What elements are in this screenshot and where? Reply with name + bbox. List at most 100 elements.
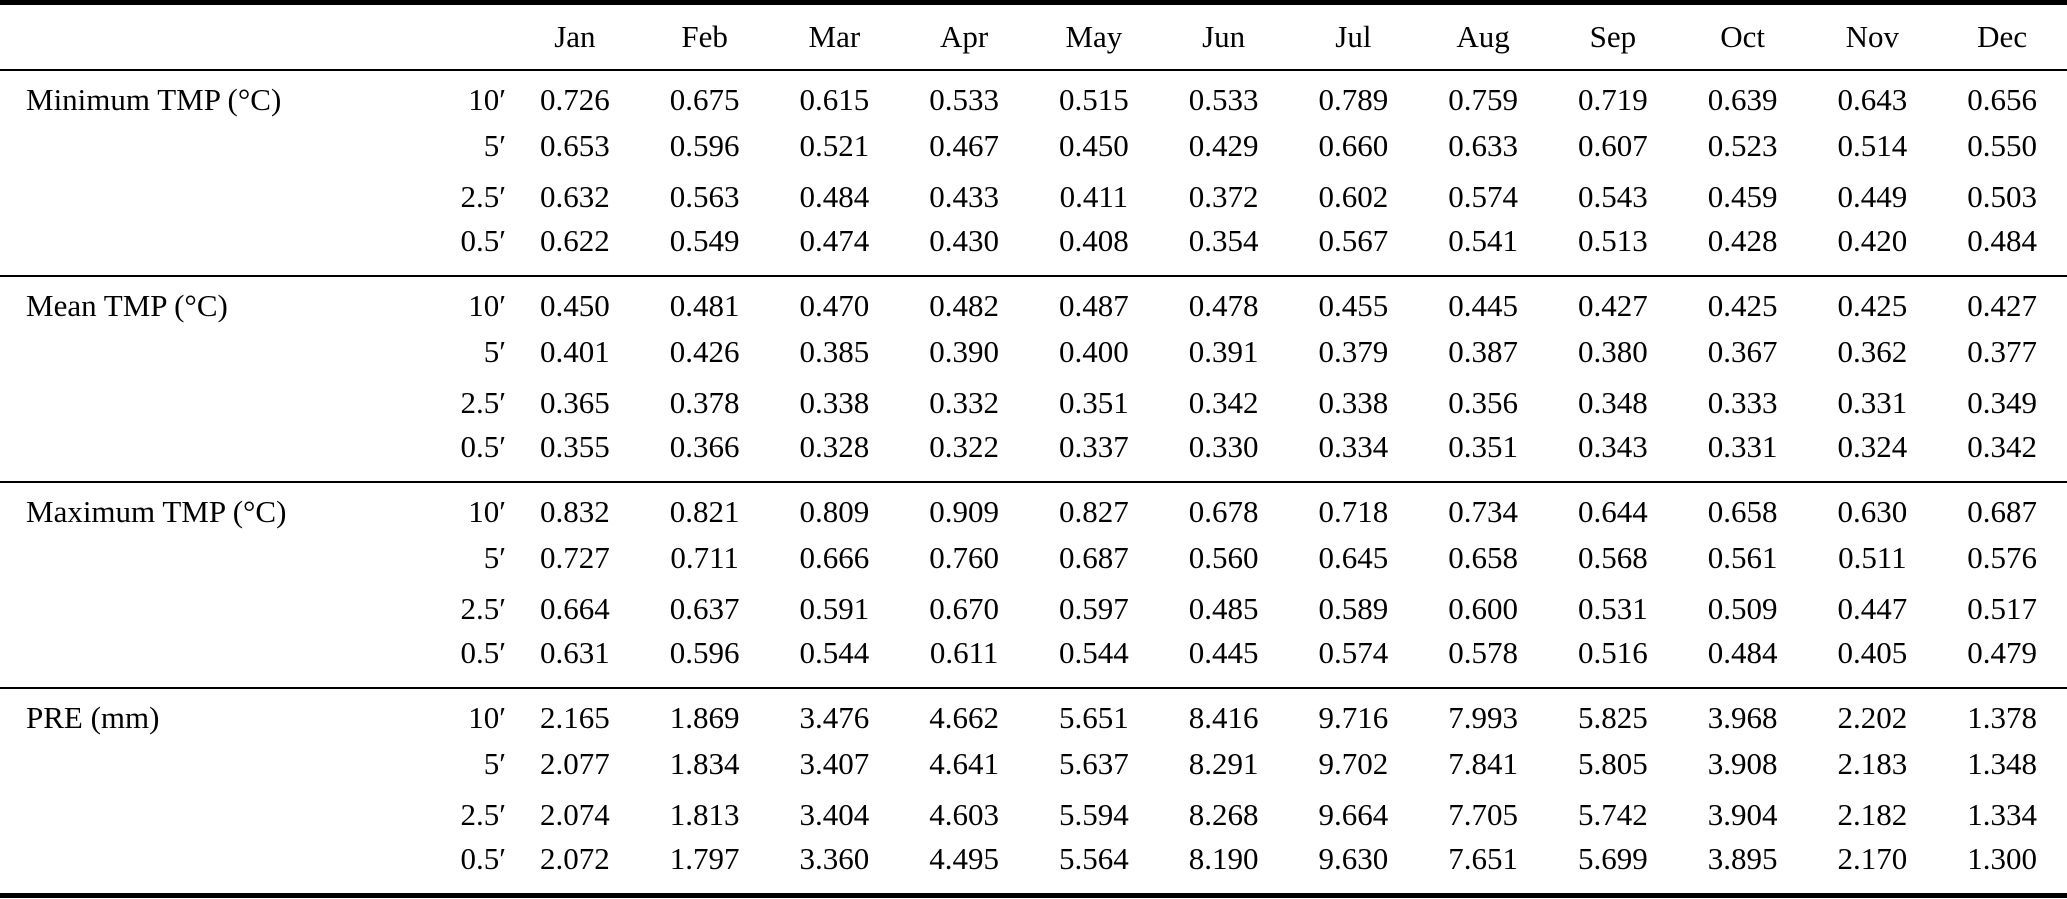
value-cell: 0.678	[1188, 493, 1259, 529]
value-cell: 0.687	[1967, 493, 2037, 529]
value-cell: 5.637	[1059, 746, 1129, 781]
value-cell: 0.589	[1318, 591, 1389, 626]
value-cell: 0.337	[1059, 428, 1129, 464]
value-cell: 0.429	[1188, 128, 1259, 163]
month-header-mar: Mar	[769, 2, 900, 71]
value-cell: 8.268	[1188, 797, 1259, 832]
value-cell: 0.447	[1837, 591, 1908, 626]
value-cell: 2.170	[1837, 840, 1908, 876]
value-cell: 0.602	[1318, 179, 1389, 214]
value-cell: 0.484	[799, 179, 870, 214]
month-header-oct: Oct	[1677, 2, 1808, 71]
value-cell: 0.467	[929, 128, 999, 163]
table-row: 0.5′ 2.072 1.797 3.360 4.495 5.564 8.190 9.630 7…	[0, 841, 2067, 896]
value-cell: 4.495	[929, 840, 999, 876]
value-cell: 8.416	[1188, 699, 1259, 735]
value-cell: 0.600	[1448, 591, 1518, 626]
resolution-label: 5′	[483, 746, 506, 781]
value-cell: 0.482	[929, 287, 999, 323]
value-cell: 0.832	[540, 493, 610, 529]
value-cell: 0.727	[540, 540, 610, 575]
value-cell: 0.719	[1578, 81, 1648, 117]
value-cell: 0.561	[1707, 540, 1778, 575]
value-cell: 0.630	[1837, 493, 1908, 529]
value-cell: 0.365	[540, 385, 610, 420]
value-cell: 0.411	[1059, 179, 1129, 214]
value-cell: 0.351	[1059, 385, 1129, 420]
value-cell: 0.487	[1059, 287, 1129, 323]
parameter-label: Maximum TMP (°C)	[26, 493, 287, 529]
month-header-row: Jan Feb Mar Apr May Jun Jul Aug Sep Oct Nov Dec	[0, 2, 2067, 71]
value-cell: 0.597	[1059, 591, 1129, 626]
month-header-feb: Feb	[639, 2, 770, 71]
table-row: 2.5′ 0.365 0.378 0.338 0.332 0.351 0.342 0.338 0…	[0, 378, 2067, 429]
value-cell: 0.516	[1578, 634, 1648, 670]
value-cell: 0.474	[799, 222, 870, 258]
value-cell: 0.574	[1448, 179, 1518, 214]
parameter-label	[0, 584, 390, 635]
table-row: 5′ 2.077 1.834 3.407 4.641 5.637 8.291 9.702 7.8…	[0, 739, 2067, 790]
resolution-label: 2.5′	[460, 385, 506, 420]
parameter-label	[0, 378, 390, 429]
value-cell: 0.531	[1578, 591, 1648, 626]
resolution-label: 5′	[483, 540, 506, 575]
table-row: 5′ 0.653 0.596 0.521 0.467 0.450 0.429 0.660 0.6…	[0, 121, 2067, 172]
value-cell: 0.653	[540, 128, 610, 163]
value-cell: 3.404	[799, 797, 870, 832]
value-cell: 0.660	[1318, 128, 1389, 163]
value-cell: 0.366	[669, 428, 740, 464]
value-cell: 0.479	[1967, 634, 2037, 670]
value-cell: 0.560	[1188, 540, 1259, 575]
table-row: Maximum TMP (°C) 10′ 0.832 0.821 0.809 0.909 0…	[0, 482, 2067, 533]
value-cell: 3.360	[799, 840, 870, 876]
value-cell: 0.643	[1837, 81, 1908, 117]
resolution-label: 10′	[468, 493, 506, 529]
resolution-label: 2.5′	[460, 591, 506, 626]
value-cell: 5.699	[1578, 840, 1648, 876]
value-cell: 0.481	[669, 287, 740, 323]
value-cell: 1.834	[669, 746, 740, 781]
parameter-label	[0, 635, 390, 688]
value-cell: 0.675	[669, 81, 740, 117]
month-header-jan: Jan	[510, 2, 640, 71]
value-cell: 0.711	[670, 540, 739, 575]
resolution-label: 10′	[468, 287, 506, 323]
parameter-label	[0, 790, 390, 841]
value-cell: 1.334	[1967, 797, 2037, 832]
value-cell: 1.348	[1967, 746, 2037, 781]
value-cell: 0.427	[1967, 287, 2037, 323]
table-row: 5′ 0.727 0.711 0.666 0.760 0.687 0.560 0.645 0.6…	[0, 533, 2067, 584]
table-section: Minimum TMP (°C) 10′ 0.726 0.675 0.615 0.533 0…	[0, 69, 2067, 276]
value-cell: 0.658	[1707, 493, 1778, 529]
value-cell: 0.377	[1967, 334, 2037, 369]
value-cell: 0.637	[669, 591, 740, 626]
value-cell: 0.459	[1707, 179, 1778, 214]
table-section: Maximum TMP (°C) 10′ 0.832 0.821 0.809 0.909 0…	[0, 481, 2067, 688]
value-cell: 2.077	[540, 746, 610, 781]
parameter-label	[0, 121, 390, 172]
parameter-label: PRE (mm)	[26, 699, 160, 735]
value-cell: 0.408	[1059, 222, 1129, 258]
value-cell: 0.513	[1578, 222, 1648, 258]
value-cell: 0.331	[1707, 428, 1778, 464]
value-cell: 0.615	[799, 81, 870, 117]
table-row: 0.5′ 0.355 0.366 0.328 0.322 0.337 0.330 0.334 0…	[0, 429, 2067, 482]
value-cell: 0.827	[1059, 493, 1129, 529]
month-header-sep: Sep	[1548, 2, 1678, 71]
value-cell: 3.895	[1707, 840, 1778, 876]
parameter-label	[0, 841, 390, 896]
value-cell: 0.632	[540, 179, 610, 214]
value-cell: 1.813	[669, 797, 740, 832]
value-cell: 0.445	[1448, 287, 1518, 323]
value-cell: 7.841	[1448, 746, 1518, 781]
parameter-label: Mean TMP (°C)	[26, 287, 228, 323]
resolution-header-empty	[390, 2, 510, 71]
resolution-label: 5′	[483, 334, 506, 369]
value-cell: 3.908	[1707, 746, 1778, 781]
value-cell: 0.687	[1059, 540, 1129, 575]
value-cell: 0.322	[929, 428, 999, 464]
value-cell: 0.760	[929, 540, 999, 575]
parameter-label	[0, 327, 390, 378]
value-cell: 1.797	[669, 840, 740, 876]
